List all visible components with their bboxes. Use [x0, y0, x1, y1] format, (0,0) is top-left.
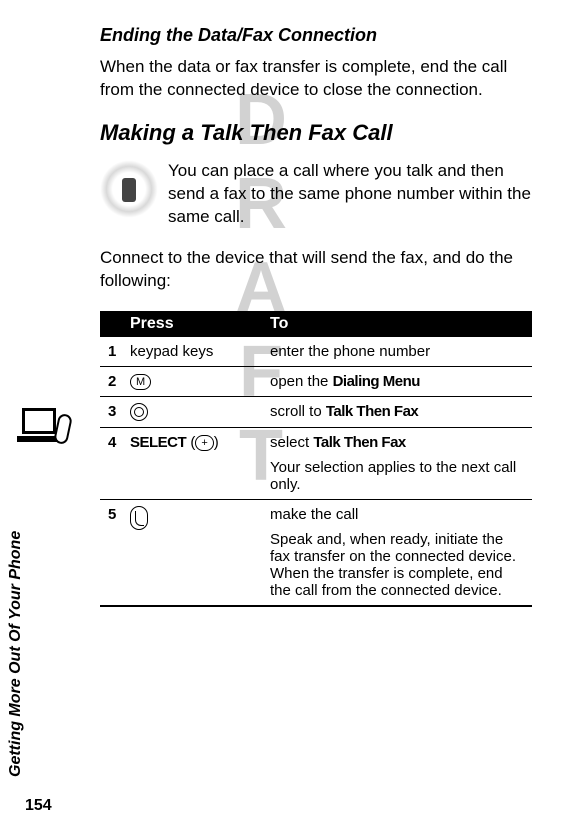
step-to: select Talk Then Fax Your selection appl… — [262, 427, 532, 499]
step-number: 4 — [100, 427, 122, 499]
send-key-icon — [130, 506, 148, 530]
section2-lead: Connect to the device that will send the… — [100, 247, 532, 293]
step-to: open the Dialing Menu — [262, 366, 532, 396]
table-row: 4 SELECT (+) select Talk Then Fax Your s… — [100, 427, 532, 499]
step-press: SELECT (+) — [122, 427, 262, 499]
step-number: 3 — [100, 396, 122, 427]
section2-heading: Making a Talk Then Fax Call — [100, 120, 532, 146]
step-to-prefix: open the — [270, 373, 333, 390]
section1-heading: Ending the Data/Fax Connection — [100, 25, 532, 46]
step-to-prefix: scroll to — [270, 403, 326, 420]
feature-note: You can place a call where you talk and … — [100, 160, 532, 229]
table-row: 1 keypad keys enter the phone number — [100, 337, 532, 367]
step-to-sub: Your selection applies to the next call … — [270, 459, 524, 493]
step-to-menu: Dialing Menu — [333, 373, 420, 390]
select-key-icon: + — [195, 435, 213, 451]
table-header-press: Press — [122, 311, 262, 337]
step-number: 5 — [100, 499, 122, 606]
page-content: Ending the Data/Fax Connection When the … — [0, 0, 582, 607]
table-header-to: To — [262, 311, 532, 337]
step-press — [122, 499, 262, 606]
section2-intro: You can place a call where you talk and … — [168, 160, 532, 229]
step-to-prefix: select — [270, 434, 313, 451]
step-press: keypad keys — [122, 337, 262, 367]
step-press — [122, 396, 262, 427]
select-label: SELECT — [130, 434, 186, 451]
nav-key-icon — [130, 403, 148, 421]
step-to: enter the phone number — [262, 337, 532, 367]
step-to: scroll to Talk Then Fax — [262, 396, 532, 427]
step-press: M — [122, 366, 262, 396]
step-number: 2 — [100, 366, 122, 396]
page-number: 154 — [25, 797, 52, 815]
network-feature-icon — [100, 160, 158, 218]
step-to: make the call Speak and, when ready, ini… — [262, 499, 532, 606]
step-to-sub: Speak and, when ready, initiate the fax … — [270, 531, 524, 599]
table-row: 5 make the call Speak and, when ready, i… — [100, 499, 532, 606]
steps-table: Press To 1 keypad keys enter the phone n… — [100, 311, 532, 607]
step-to-text: make the call — [270, 506, 358, 523]
step-to-menu: Talk Then Fax — [326, 403, 418, 420]
section1-body: When the data or fax transfer is complet… — [100, 56, 532, 102]
step-number: 1 — [100, 337, 122, 367]
step-to-menu: Talk Then Fax — [313, 434, 405, 451]
menu-key-icon: M — [130, 374, 151, 390]
table-row: 3 scroll to Talk Then Fax — [100, 396, 532, 427]
table-row: 2 M open the Dialing Menu — [100, 366, 532, 396]
